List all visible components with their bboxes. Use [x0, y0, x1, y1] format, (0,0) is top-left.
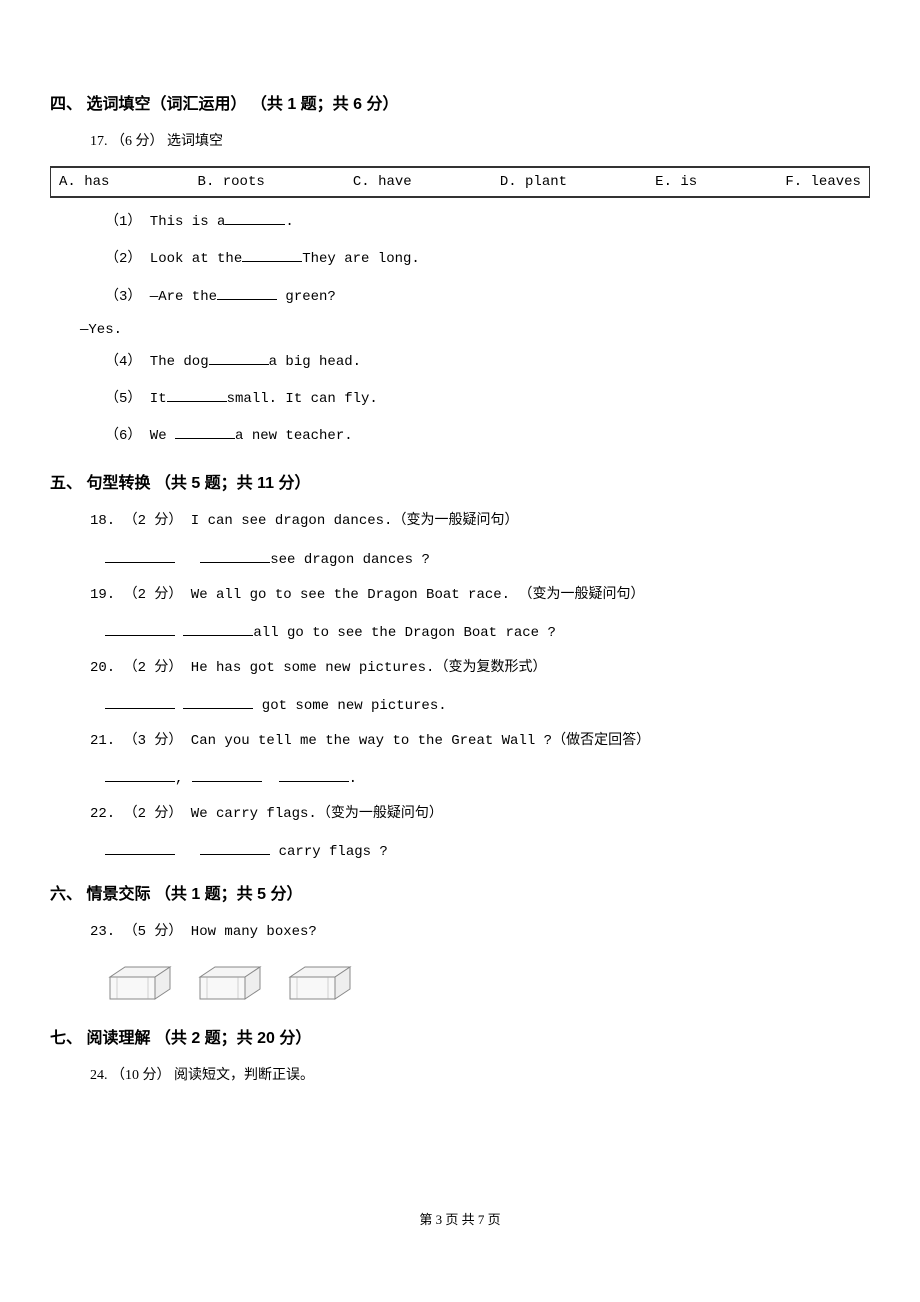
- q17-2-pre: （2） Look at the: [105, 251, 242, 267]
- q22-text: 22. （2 分） We carry flags.（变为一般疑问句）: [90, 806, 443, 822]
- q18-answer: see dragon dances ?: [105, 549, 870, 568]
- blank[interactable]: [242, 248, 302, 262]
- word-bank-e: E. is: [651, 174, 701, 190]
- q19-text: 19. （2 分） We all go to see the Dragon Bo…: [90, 587, 644, 603]
- q17-6-post: a new teacher.: [235, 428, 353, 444]
- q20: 20. （2 分） He has got some new pictures.（…: [90, 655, 870, 681]
- q17-intro: 17. （6 分） 选词填空: [90, 129, 870, 154]
- q23-text: 23. （5 分） How many boxes?: [90, 924, 317, 940]
- q17-1: （1） This is a.: [105, 210, 870, 235]
- q17-4: （4） The dog a big head.: [105, 350, 870, 375]
- q17-3-yes: —Yes.: [80, 322, 870, 338]
- word-bank-a: A. has: [55, 174, 113, 190]
- blank[interactable]: [183, 622, 253, 636]
- q17-3-pre: （3） —Are the: [105, 289, 217, 305]
- q18-ans-post: see dragon dances ?: [270, 552, 430, 568]
- q23-images: [105, 959, 870, 1004]
- box-icon: [105, 959, 175, 1004]
- q20-text: 20. （2 分） He has got some new pictures.（…: [90, 660, 546, 676]
- blank[interactable]: [225, 211, 285, 225]
- q17-5: （5） It small. It can fly.: [105, 387, 870, 412]
- q24: 24. （10 分） 阅读短文，判断正误。: [90, 1063, 870, 1088]
- blank[interactable]: [200, 549, 270, 563]
- q21-ans-post: .: [349, 771, 357, 787]
- blank[interactable]: [183, 695, 253, 709]
- q17-intro-text: 17. （6 分） 选词填空: [90, 134, 223, 149]
- word-bank-d: D. plant: [496, 174, 571, 190]
- word-bank: A. has B. roots C. have D. plant E. is F…: [50, 166, 870, 198]
- q17-4-post: a big head.: [269, 354, 361, 370]
- blank[interactable]: [105, 549, 175, 563]
- blank[interactable]: [105, 841, 175, 855]
- blank[interactable]: [200, 841, 270, 855]
- q23: 23. （5 分） How many boxes?: [90, 919, 870, 945]
- q19-answer: all go to see the Dragon Boat race ?: [105, 622, 870, 641]
- q19: 19. （2 分） We all go to see the Dragon Bo…: [90, 582, 870, 608]
- blank[interactable]: [209, 351, 269, 365]
- section-7-header: 七、 阅读理解 （共 2 题；共 20 分）: [50, 1024, 870, 1048]
- blank[interactable]: [105, 695, 175, 709]
- q17-1-pre: （1） This is a: [105, 214, 225, 230]
- q17-5-post: small. It can fly.: [227, 391, 378, 407]
- q18-text: 18. （2 分） I can see dragon dances.（变为一般疑…: [90, 513, 518, 529]
- q21-answer: , .: [105, 768, 870, 787]
- q17-3: （3） —Are the green?: [105, 285, 870, 310]
- word-bank-b: B. roots: [194, 174, 269, 190]
- section-6-header: 六、 情景交际 （共 1 题；共 5 分）: [50, 880, 870, 904]
- box-icon: [285, 959, 355, 1004]
- word-bank-c: C. have: [349, 174, 416, 190]
- q21-text: 21. （3 分） Can you tell me the way to the…: [90, 733, 650, 749]
- q17-2: （2） Look at the They are long.: [105, 247, 870, 272]
- q19-ans-post: all go to see the Dragon Boat race ?: [253, 625, 555, 641]
- q22-answer: carry flags ?: [105, 841, 870, 860]
- blank[interactable]: [217, 286, 277, 300]
- q24-text: 24. （10 分） 阅读短文，判断正误。: [90, 1068, 314, 1083]
- section-4-header: 四、 选词填空（词汇运用） （共 1 题；共 6 分）: [50, 90, 870, 114]
- blank[interactable]: [105, 768, 175, 782]
- page-footer: 第 3 页 共 7 页: [50, 1209, 870, 1228]
- q17-6-pre: （6） We: [105, 428, 175, 444]
- blank[interactable]: [175, 425, 235, 439]
- q17-5-pre: （5） It: [105, 391, 167, 407]
- blank[interactable]: [192, 768, 262, 782]
- q21: 21. （3 分） Can you tell me the way to the…: [90, 728, 870, 754]
- q17-4-pre: （4） The dog: [105, 354, 209, 370]
- blank[interactable]: [167, 388, 227, 402]
- box-icon: [195, 959, 265, 1004]
- word-bank-f: F. leaves: [781, 174, 865, 190]
- q17-1-post: .: [285, 214, 293, 230]
- section-5-header: 五、 句型转换 （共 5 题；共 11 分）: [50, 469, 870, 493]
- q17-2-post: They are long.: [302, 251, 420, 267]
- q22: 22. （2 分） We carry flags.（变为一般疑问句）: [90, 801, 870, 827]
- q20-ans-post: got some new pictures.: [253, 698, 446, 714]
- blank[interactable]: [105, 622, 175, 636]
- blank[interactable]: [279, 768, 349, 782]
- q22-ans-post: carry flags ?: [270, 844, 388, 860]
- q20-answer: got some new pictures.: [105, 695, 870, 714]
- q18: 18. （2 分） I can see dragon dances.（变为一般疑…: [90, 508, 870, 534]
- q17-6: （6） We a new teacher.: [105, 424, 870, 449]
- q17-3-post: green?: [277, 289, 336, 305]
